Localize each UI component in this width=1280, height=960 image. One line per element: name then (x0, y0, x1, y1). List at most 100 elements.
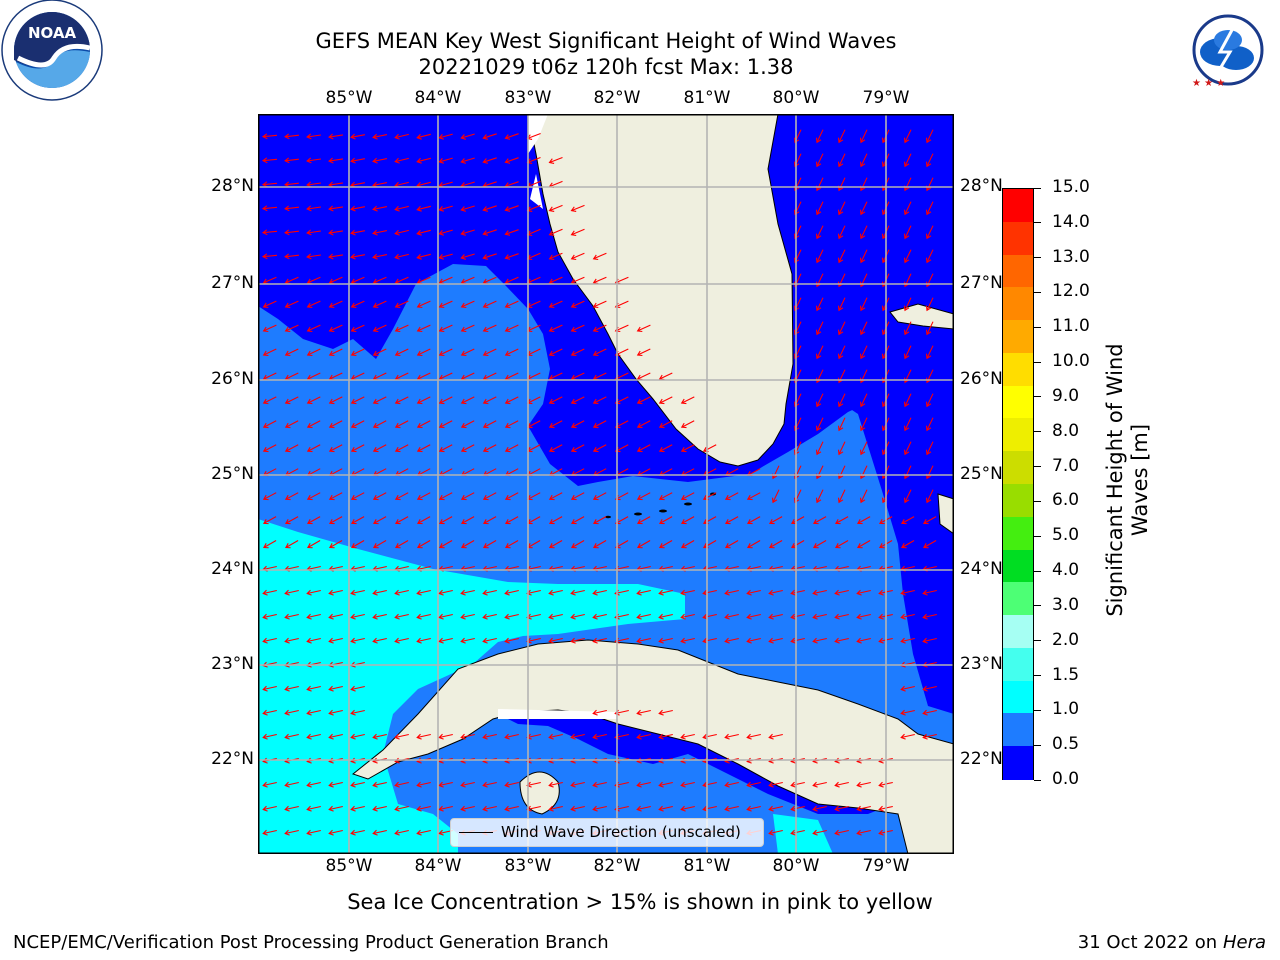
wind-wave-arrow (306, 685, 321, 692)
wind-wave-arrow (394, 733, 409, 740)
wind-wave-arrow (812, 613, 827, 620)
wind-wave-arrow (306, 709, 321, 716)
wind-wave-arrow (328, 420, 343, 429)
wind-wave-arrow (837, 393, 846, 408)
wind-wave-arrow (702, 637, 717, 644)
wind-wave-arrow (262, 492, 277, 501)
wind-wave-arrow (570, 589, 585, 596)
wind-wave-arrow (746, 637, 761, 644)
wind-wave-arrow (438, 420, 453, 429)
wind-wave-arrow (394, 805, 409, 812)
wind-wave-arrow (636, 324, 651, 333)
wind-wave-arrow (284, 613, 299, 620)
wind-wave-arrow (372, 253, 388, 260)
colorbar-tick-label: 4.0 (1052, 560, 1080, 581)
wind-wave-arrow (372, 157, 388, 164)
wind-wave-arrow (815, 225, 824, 240)
wind-wave-arrow (724, 613, 739, 620)
wind-wave-arrow (900, 540, 915, 549)
wind-wave-arrow (790, 805, 805, 812)
wind-wave-arrow (284, 829, 299, 836)
wind-wave-arrow (416, 396, 431, 405)
wind-wave-arrow (903, 129, 912, 144)
wind-wave-arrow (394, 420, 409, 429)
lat-label: 22°N (211, 749, 254, 769)
wind-wave-arrow (416, 637, 431, 644)
wind-wave-arrow (504, 157, 519, 164)
wind-wave-arrow (460, 589, 475, 596)
lat-label: 27°N (960, 273, 1003, 293)
wind-wave-arrow (372, 324, 387, 333)
wind-wave-arrow (548, 252, 563, 261)
wind-wave-arrow (922, 613, 937, 620)
colorbar-segment (1003, 418, 1033, 452)
wind-wave-arrow (768, 540, 783, 549)
wind-wave-arrow (372, 829, 387, 836)
wind-wave-arrow (746, 516, 761, 525)
wind-wave-arrow (350, 300, 365, 309)
wind-wave-arrow (416, 589, 431, 596)
lat-label: 24°N (211, 559, 254, 579)
map-panel (258, 113, 955, 855)
wind-wave-arrow (438, 613, 453, 620)
wind-wave-arrow (460, 613, 475, 620)
lon-label: 85°W (325, 88, 373, 108)
wind-wave-arrow (702, 733, 717, 740)
wind-wave-arrow (438, 157, 453, 164)
colorbar-tick-mark (1034, 744, 1041, 746)
wind-wave-arrow (658, 781, 673, 788)
lon-label: 79°W (862, 856, 910, 876)
wind-wave-arrow (856, 829, 871, 836)
wind-wave-arrow (592, 444, 607, 453)
wind-wave-arrow (284, 492, 299, 501)
colorbar-segment (1003, 221, 1033, 256)
wind-wave-arrow (856, 805, 871, 812)
lat-label: 27°N (211, 273, 254, 293)
wind-wave-arrow (504, 229, 519, 236)
wind-wave-arrow (394, 444, 409, 453)
wind-wave-arrow (350, 420, 365, 429)
wind-wave-arrow (372, 300, 387, 309)
wind-wave-arrow (812, 540, 827, 549)
wind-wave-arrow (504, 444, 519, 453)
wind-wave-arrow (903, 417, 912, 432)
wind-wave-arrow (261, 133, 278, 140)
wind-wave-arrow (372, 420, 387, 429)
wind-wave-arrow (306, 637, 321, 644)
wind-wave-arrow (394, 253, 409, 260)
wind-wave-arrow (284, 781, 299, 788)
wave-height-map (258, 113, 955, 855)
wind-wave-arrow (570, 637, 585, 644)
wind-wave-arrow (790, 781, 805, 788)
footer-date-text: 31 Oct 2022 on (1077, 932, 1223, 953)
wind-wave-arrow (570, 613, 585, 620)
wind-wave-arrow (350, 781, 365, 788)
wind-wave-arrow (815, 321, 824, 336)
wind-wave-arrow (438, 205, 453, 212)
wind-wave-arrow (262, 516, 277, 525)
wind-wave-arrow (306, 133, 321, 140)
wind-wave-arrow (438, 733, 453, 740)
lat-label: 25°N (960, 464, 1003, 484)
wind-wave-arrow (837, 225, 846, 240)
wind-wave-arrow (680, 492, 695, 501)
wind-wave-arrow (394, 540, 409, 549)
wind-wave-arrow (350, 733, 365, 740)
wind-wave-arrow (372, 444, 387, 453)
wind-wave-arrow (306, 229, 321, 236)
wind-wave-arrow (815, 201, 824, 216)
wind-wave-arrow (812, 637, 827, 644)
wind-wave-arrow (859, 297, 868, 312)
wind-wave-arrow (856, 540, 871, 549)
wind-wave-arrow (570, 540, 585, 549)
wind-wave-arrow (768, 637, 783, 644)
wind-wave-arrow (903, 393, 912, 408)
wind-wave-arrow (790, 637, 805, 644)
footer-org: NCEP/EMC/Verification Post Processing Pr… (13, 932, 609, 953)
map-frame (258, 114, 954, 854)
wind-wave-arrow (768, 805, 783, 812)
wind-wave-arrow (328, 396, 343, 405)
wind-wave-arrow (328, 709, 343, 716)
wind-wave-arrow (724, 781, 739, 788)
wind-wave-arrow (837, 201, 846, 216)
